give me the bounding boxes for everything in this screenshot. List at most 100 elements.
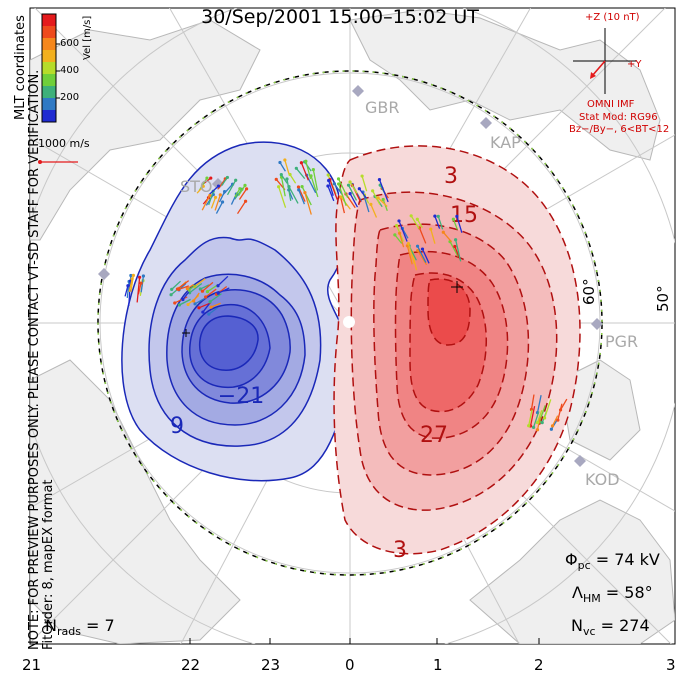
velocity-vector-origin [126,284,130,288]
velocity-vector [217,275,229,287]
velocity-vector-origin [205,290,210,294]
velocity-vector-origin [311,168,315,172]
velocity-vector-origin [433,214,437,218]
velocity-vector [333,183,343,195]
colorbar-segment [42,98,56,110]
velocity-vector-origin [297,188,301,192]
velocity-vector-origin [287,185,291,189]
velocity-vector-origin [558,408,563,412]
velocity-vector [454,239,462,262]
velocity-vector [301,186,312,206]
velocity-vector [421,248,430,264]
velocity-vector-origin [527,424,531,428]
mlt-tick-label: 1 [433,656,443,674]
velocity-vector [210,302,221,308]
velocity-vector-origin [542,416,547,420]
velocity-vector [543,399,552,419]
velocity-vector [407,243,415,264]
velocity-vector-origin [181,297,185,302]
contour-label: 9 [170,414,184,439]
velocity-vector [437,216,444,230]
velocity-vector [416,218,423,229]
velocity-vector [372,190,381,205]
colorbar-segment [42,50,56,62]
velocity-vector [193,292,200,302]
velocity-vector [430,228,436,244]
velocity-vector-origin [348,192,352,196]
velocity-vector-origin [535,428,540,432]
velocity-vector-origin [218,193,222,197]
velocity-vector [529,405,536,427]
velocity-vector-origin [549,427,553,431]
cross-polar-cap-potential: Φpc = 74 kV [565,550,660,573]
velocity-vector [208,307,218,315]
velocity-vector-origin [415,217,419,221]
velocity-vector [289,174,297,184]
radar-marker-sto [212,178,224,190]
radar-marker-west [98,268,110,280]
velocity-vector-origin [131,273,135,277]
fit-order-label: FitOrder: 8, mapEX format [41,479,56,650]
velocity-vector [286,178,292,201]
velocity-vector [349,181,358,194]
velocity-vector [418,227,427,244]
velocity-vector [278,186,287,208]
velocity-vector-origin [381,197,385,202]
colorbar-segment [42,86,56,98]
mlt-tick-label: 0 [345,656,355,674]
velocity-vector [378,179,389,203]
velocity-vector [337,178,349,199]
velocity-vector [128,278,133,293]
mlt-tick-label: 22 [181,656,201,674]
page-title: 30/Sep/2001 15:00–15:02 UT [201,6,479,28]
velocity-vector-origin [186,302,190,307]
velocity-vector [202,303,210,313]
latitude-label-60: 60° [580,278,598,305]
radar-label-pgr: PGR [605,332,639,351]
velocity-vector [208,185,219,195]
mlt-tick-label: 3 [666,656,676,674]
velocity-vector [298,189,305,205]
velocity-vector-origin [451,217,455,221]
velocity-vector-origin [540,421,544,425]
velocity-vector-origin [238,187,242,191]
colorbar-segment [42,110,56,122]
velocity-vector-origin [436,214,440,218]
colorbar-ticks [56,43,60,99]
velocity-vector-origin [278,160,282,165]
velocity-vector-origin [207,312,211,316]
velocity-vector [349,193,359,208]
velocity-vector-origin [336,182,341,186]
velocity-vector-origin [420,247,425,251]
velocity-vector [536,416,541,430]
velocity-vector-origin [377,178,382,182]
velocity-vector [411,252,418,271]
velocity-vector-origin [285,177,289,181]
velocity-vector [234,188,241,198]
radar-label-sto: STO [180,177,213,196]
side-annotations: MLT coordinates NOTE: FOR PREVIEW PURPOS… [13,15,56,650]
velocity-vector [327,185,335,202]
velocity-vector [137,283,142,295]
velocity-vector-origin [441,230,445,234]
preview-note: NOTE: FOR PREVIEW PURPOSES ONLY. PLEASE … [27,69,42,650]
velocity-vector [310,175,319,198]
velocity-vector-origin [274,177,278,181]
velocity-vector-origin [397,219,401,223]
velocity-vector-origin [185,287,189,291]
velocity-vector-origin [192,299,196,303]
velocity-vector [171,280,181,290]
velocity-vector-origin [288,172,292,177]
radar-count: Nrads = 7 [45,616,115,639]
coastlines [30,9,675,644]
colorbar-tick-label: 600 [60,38,80,49]
velocity-vector-origin [327,178,331,183]
velocity-vector [550,420,558,430]
velocity-vector [288,186,299,204]
velocity-vector-origin [371,189,375,193]
velocity-vector [559,398,568,411]
velocity-vector-origin [213,195,218,200]
mlt-tick-label: 23 [261,656,281,674]
velocity-vector-origin [369,202,373,207]
velocity-vector-origin [244,187,249,191]
